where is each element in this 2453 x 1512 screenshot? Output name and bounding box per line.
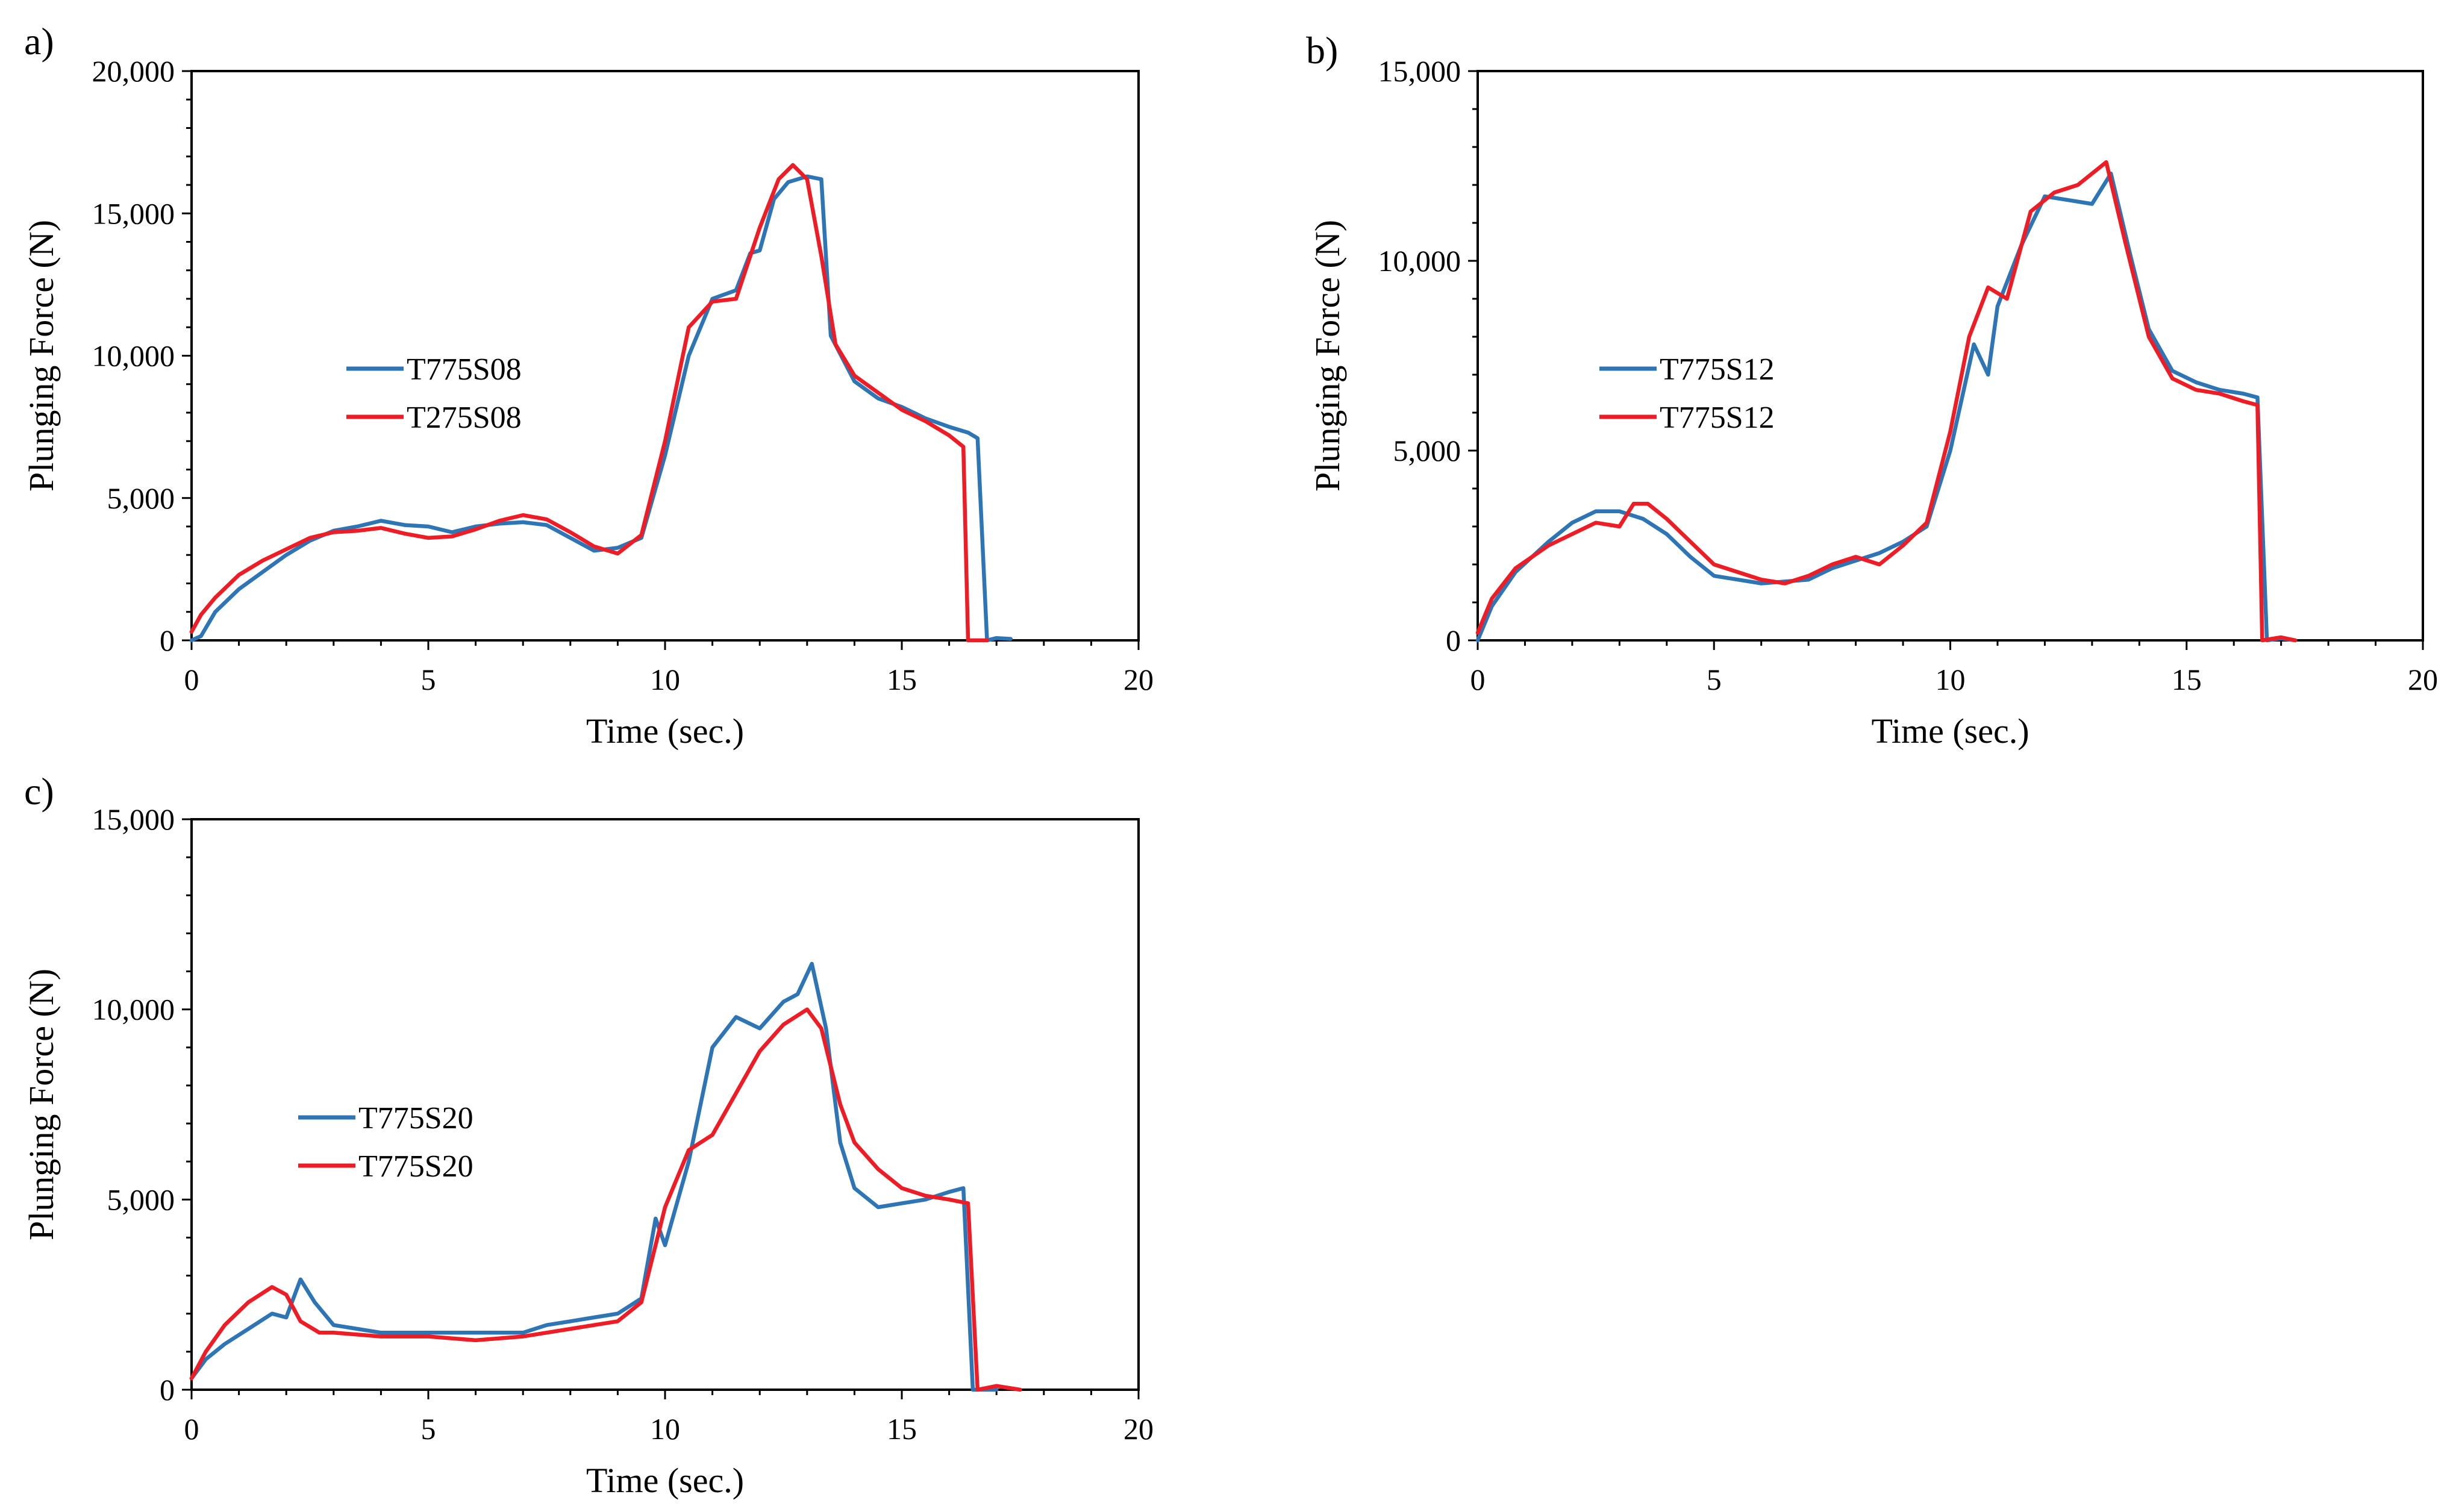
series-line-2: [189, 1007, 1022, 1392]
y-axis-title: Plunging Force (N): [1308, 220, 1347, 492]
x-tick-label: 0: [1470, 663, 1486, 696]
legend: T775S12 T775S12: [1599, 352, 1775, 435]
x-tick-label: 5: [1707, 663, 1722, 696]
chart-panel-2: b) 0 5 10 15 20 0 5,000 10,000 15,000 Time (sec.) P…: [1306, 29, 2438, 751]
legend: T775S20 T775S20: [298, 1101, 473, 1184]
series-line-1: [189, 961, 999, 1392]
y-tick-label: 15,000: [92, 196, 175, 230]
x-tick-label: 15: [887, 663, 917, 696]
legend: T775S08 T275S08: [346, 352, 522, 435]
x-tick-label: 5: [421, 1412, 436, 1446]
panel-label: a): [24, 20, 54, 63]
panel-label: b): [1306, 29, 1338, 72]
x-tick-label: 0: [184, 663, 199, 696]
chart-panel-3: c) 0 5 10 15 20 0 5,000 10,000 15,000 Time (sec.) P…: [22, 770, 1154, 1500]
x-axis-title: Time (sec.): [586, 1461, 744, 1500]
x-axis-title: Time (sec.): [1871, 711, 2029, 751]
legend-entry: T775S12: [1660, 352, 1775, 387]
series-line-2: [189, 163, 989, 643]
chart-panel-1: a) 0 5 10 15 20 0 5,000 10,000 15,000 20,000 Time (…: [22, 20, 1154, 751]
y-tick-label: 10,000: [92, 339, 175, 373]
legend-entry: T775S08: [407, 352, 522, 387]
legend-entry: T775S20: [358, 1149, 473, 1184]
y-axis-title: Plunging Force (N): [22, 220, 61, 492]
x-tick-label: 20: [1123, 1412, 1154, 1446]
y-tick-label: 15,000: [92, 802, 175, 836]
y-tick-label: 15,000: [1378, 54, 1461, 88]
legend-entry: T775S12: [1660, 401, 1775, 435]
legend-entry: T775S20: [358, 1101, 473, 1136]
y-tick-label: 5,000: [1393, 434, 1461, 467]
series-line-2: [1475, 160, 2298, 643]
x-tick-label: 5: [421, 663, 436, 696]
x-tick-label: 10: [650, 663, 680, 696]
y-tick-label: 5,000: [107, 1182, 175, 1216]
y-tick-label: 5,000: [107, 481, 175, 515]
y-tick-label: 20,000: [92, 54, 175, 88]
y-tick-label: 0: [160, 623, 175, 657]
x-tick-label: 20: [2408, 663, 2438, 696]
x-tick-label: 15: [887, 1412, 917, 1446]
x-tick-label: 10: [650, 1412, 680, 1446]
y-tick-label: 10,000: [92, 993, 175, 1026]
y-axis-title: Plunging Force (N): [22, 969, 61, 1240]
x-axis-title: Time (sec.): [586, 711, 744, 751]
panel-label: c): [24, 770, 54, 813]
y-tick-label: 0: [160, 1373, 175, 1407]
y-tick-label: 0: [1446, 623, 1461, 657]
x-tick-label: 15: [2172, 663, 2202, 696]
panels: a) 0 5 10 15 20 0 5,000 10,000 15,000 20,000 Time (…: [22, 20, 2438, 1500]
legend-entry: T275S08: [407, 401, 522, 435]
x-tick-label: 20: [1123, 663, 1154, 696]
x-tick-label: 0: [184, 1412, 199, 1446]
y-tick-label: 10,000: [1378, 244, 1461, 278]
x-tick-label: 10: [1936, 663, 1966, 696]
